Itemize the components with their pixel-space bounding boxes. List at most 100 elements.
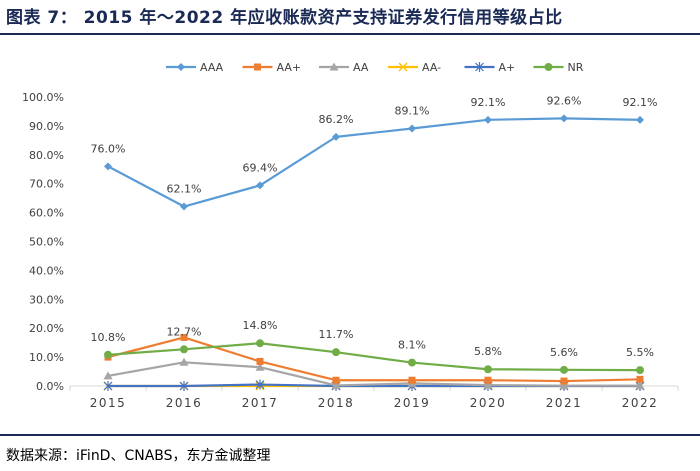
data-label-nr: 12.7% — [167, 325, 202, 338]
data-label-aaa: 92.1% — [623, 96, 658, 109]
data-point-nr — [408, 358, 416, 367]
series-line-aa — [107, 361, 640, 387]
data-point-nr — [104, 350, 112, 359]
data-label-aaa: 92.6% — [547, 94, 582, 107]
data-point-aplus — [103, 381, 113, 391]
x-tick-label: 2020 — [470, 396, 507, 410]
series-line-nr — [107, 342, 641, 372]
data-point-aaa — [560, 114, 568, 123]
x-tick-label: 2022 — [622, 396, 659, 410]
series-nr — [104, 339, 644, 375]
data-point-aa — [559, 381, 569, 390]
legend-marker — [544, 63, 553, 71]
series-line-aaplus — [107, 336, 641, 383]
footer-divider — [0, 434, 700, 436]
y-tick-label: 70.0% — [29, 178, 64, 191]
legend-item-aa: AA — [319, 61, 369, 74]
x-tick-label: 2018 — [318, 396, 355, 410]
data-point-nr — [332, 348, 340, 357]
data-point-aa — [255, 362, 265, 371]
data-point-aaplus — [256, 357, 264, 365]
data-point-aa — [179, 357, 189, 366]
data-point-aa — [103, 371, 113, 380]
data-point-nr — [636, 366, 644, 375]
data-label-nr: 10.8% — [91, 331, 126, 344]
x-tick-label: 2017 — [242, 396, 279, 410]
y-axis: 0.0% 10.0% 20.0% 30.0% 40.0% 50.0% 60.0% 70.0% 8… — [22, 91, 64, 393]
legend-label: AA+ — [277, 61, 302, 74]
source-note: 数据来源：iFinD、CNABS，东方金诚整理 — [6, 448, 271, 464]
x-tick-label: 2015 — [90, 396, 127, 410]
series-aaa — [104, 114, 644, 211]
x-tick-label: 2016 — [166, 396, 203, 410]
y-tick-label: 90.0% — [29, 120, 64, 133]
line-chart: AAA AA+ AA AA- A+ NR 0.0% 10.0% 20.0% 30.0% 40.0%… — [22, 61, 679, 410]
legend-item-aaa: AAA — [166, 61, 224, 74]
y-tick-label: 0.0% — [36, 380, 64, 393]
legend-marker — [475, 62, 484, 72]
data-label-nr: 5.6% — [550, 346, 578, 359]
legend-label: NR — [568, 61, 584, 74]
chart-title: 图表 7： 2015 年～2022 年应收账款资产支持证券发行信用等级占比 — [6, 8, 563, 28]
y-tick-label: 80.0% — [29, 149, 64, 162]
data-point-aaplus — [484, 376, 492, 384]
legend-marker — [398, 62, 408, 72]
x-tick-label: 2019 — [394, 396, 431, 410]
data-point-aplus — [255, 379, 265, 390]
data-point-nr — [560, 365, 568, 374]
data-labels: 76.0% 62.1% 69.4% 86.2% 89.1% 92.1% 92.6% 92.1%… — [91, 94, 658, 359]
legend-marker — [254, 63, 261, 71]
data-point-aa — [331, 380, 341, 389]
legend-marker — [177, 63, 185, 71]
y-tick-label: 20.0% — [29, 322, 64, 335]
data-point-aaplus — [636, 375, 644, 383]
data-point-aaa — [332, 132, 340, 141]
data-label-nr: 14.8% — [243, 319, 278, 332]
y-tick-label: 40.0% — [29, 264, 64, 277]
y-tick-label: 50.0% — [29, 236, 64, 249]
legend-item-nr: NR — [533, 61, 584, 74]
y-tick-label: 30.0% — [29, 293, 64, 306]
data-label-aaa: 76.0% — [91, 142, 126, 155]
data-label-aaa: 69.4% — [243, 161, 278, 174]
data-point-aaplus — [408, 376, 416, 384]
legend-item-aaminus: AA- — [388, 61, 441, 74]
y-tick-label: 100.0% — [22, 91, 64, 104]
data-point-aa — [483, 380, 493, 389]
data-label-aaa: 62.1% — [167, 183, 202, 196]
data-label-nr: 5.8% — [474, 345, 502, 358]
data-label-aaa: 92.1% — [471, 96, 506, 109]
data-point-aaa — [256, 181, 264, 190]
legend-label: AA — [353, 61, 369, 74]
legend-item-aplus: A+ — [464, 61, 516, 74]
data-point-aaplus — [560, 377, 568, 385]
data-point-nr — [484, 365, 492, 374]
data-point-aaa — [180, 202, 188, 211]
data-point-aaplus — [332, 376, 340, 384]
data-point-aa — [635, 381, 645, 390]
chart-legend: AAA AA+ AA AA- A+ NR — [166, 61, 584, 74]
legend-label: AA- — [422, 61, 441, 74]
data-point-aaa — [636, 115, 644, 124]
title-divider — [0, 33, 700, 35]
series-aa — [103, 357, 645, 390]
legend-marker — [329, 62, 339, 71]
data-point-aaplus — [180, 333, 188, 341]
legend-item-aaplus: AA+ — [242, 61, 302, 74]
data-label-aaa: 89.1% — [395, 105, 430, 118]
data-point-nr — [180, 345, 188, 354]
y-tick-label: 60.0% — [29, 207, 64, 220]
legend-label: AAA — [200, 61, 224, 74]
legend-label: A+ — [499, 61, 516, 74]
data-point-aaa — [104, 162, 112, 171]
data-label-nr: 5.5% — [626, 346, 654, 359]
data-point-aaa — [408, 124, 416, 133]
series-group — [103, 114, 645, 391]
data-label-nr: 11.7% — [319, 328, 354, 341]
y-tick-label: 10.0% — [29, 351, 64, 364]
data-point-aplus — [179, 381, 189, 391]
data-label-nr: 8.1% — [398, 339, 426, 352]
series-aaplus — [104, 333, 644, 385]
series-line-aaa — [107, 117, 641, 208]
data-point-aaa — [484, 115, 492, 124]
